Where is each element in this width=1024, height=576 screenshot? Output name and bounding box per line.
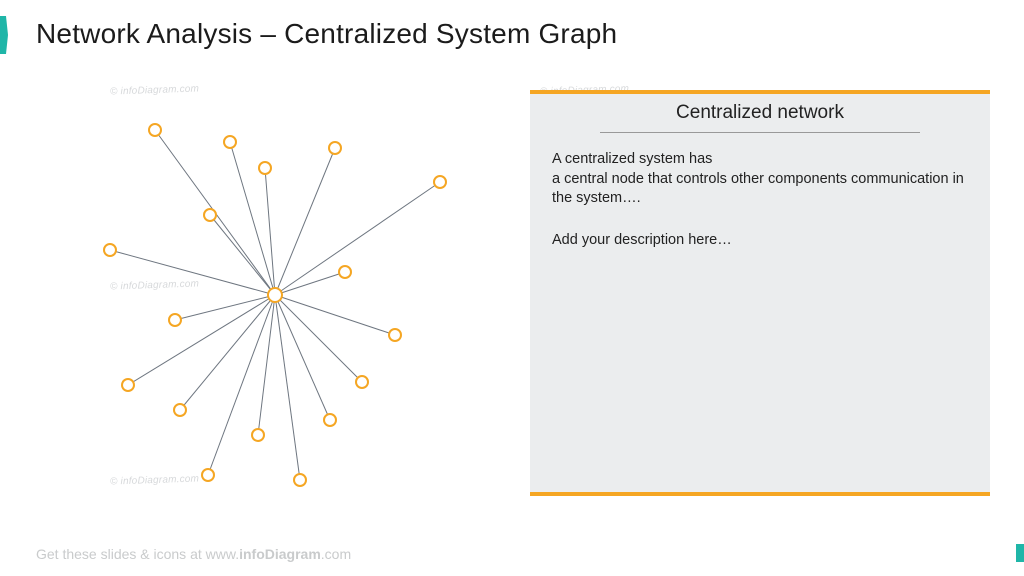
graph-edge xyxy=(175,295,275,320)
graph-node xyxy=(434,176,446,188)
graph-edge xyxy=(275,295,362,382)
graph-edge xyxy=(265,168,275,295)
graph-node xyxy=(122,379,134,391)
graph-edge xyxy=(110,250,275,295)
graph-node xyxy=(204,209,216,221)
graph-node xyxy=(252,429,264,441)
graph-edge xyxy=(258,295,275,435)
info-panel: Centralized network A centralized system… xyxy=(530,90,990,496)
accent-tab-left xyxy=(0,16,8,54)
graph-node xyxy=(339,266,351,278)
graph-node xyxy=(259,162,271,174)
graph-edge xyxy=(275,295,395,335)
graph-edge xyxy=(275,272,345,295)
panel-paragraph: A centralized system has a central node … xyxy=(552,150,968,209)
graph-edge xyxy=(208,295,275,475)
panel-bar-bottom xyxy=(530,492,990,496)
graph-center-node xyxy=(268,288,282,302)
slide: Network Analysis – Centralized System Gr… xyxy=(0,0,1024,576)
graph-edge xyxy=(210,215,275,295)
graph-node xyxy=(169,314,181,326)
graph-node xyxy=(389,329,401,341)
graph-node xyxy=(294,474,306,486)
graph-edge xyxy=(275,148,335,295)
graph-node xyxy=(104,244,116,256)
graph-edge xyxy=(180,295,275,410)
footer-text: Get these slides & icons at www.infoDiag… xyxy=(36,546,351,562)
panel-divider xyxy=(600,132,920,133)
accent-tab-bottom-right xyxy=(1016,544,1024,562)
graph-node xyxy=(356,376,368,388)
graph-node xyxy=(149,124,161,136)
graph-node xyxy=(324,414,336,426)
graph-edge xyxy=(128,295,275,385)
graph-node xyxy=(224,136,236,148)
slide-title: Network Analysis – Centralized System Gr… xyxy=(36,18,617,50)
panel-body: A centralized system has a central node … xyxy=(552,150,968,272)
footer-bold: infoDiagram xyxy=(239,546,321,562)
graph-edge xyxy=(275,182,440,295)
graph-node xyxy=(202,469,214,481)
panel-bar-top xyxy=(530,90,990,94)
graph-node xyxy=(174,404,186,416)
network-graph-svg xyxy=(40,80,510,510)
panel-title: Centralized network xyxy=(530,102,990,124)
footer-suffix: .com xyxy=(321,546,351,562)
network-graph xyxy=(40,80,510,510)
footer-prefix: Get these slides & icons at www. xyxy=(36,546,239,562)
panel-paragraph: Add your description here… xyxy=(552,231,968,251)
graph-node xyxy=(329,142,341,154)
